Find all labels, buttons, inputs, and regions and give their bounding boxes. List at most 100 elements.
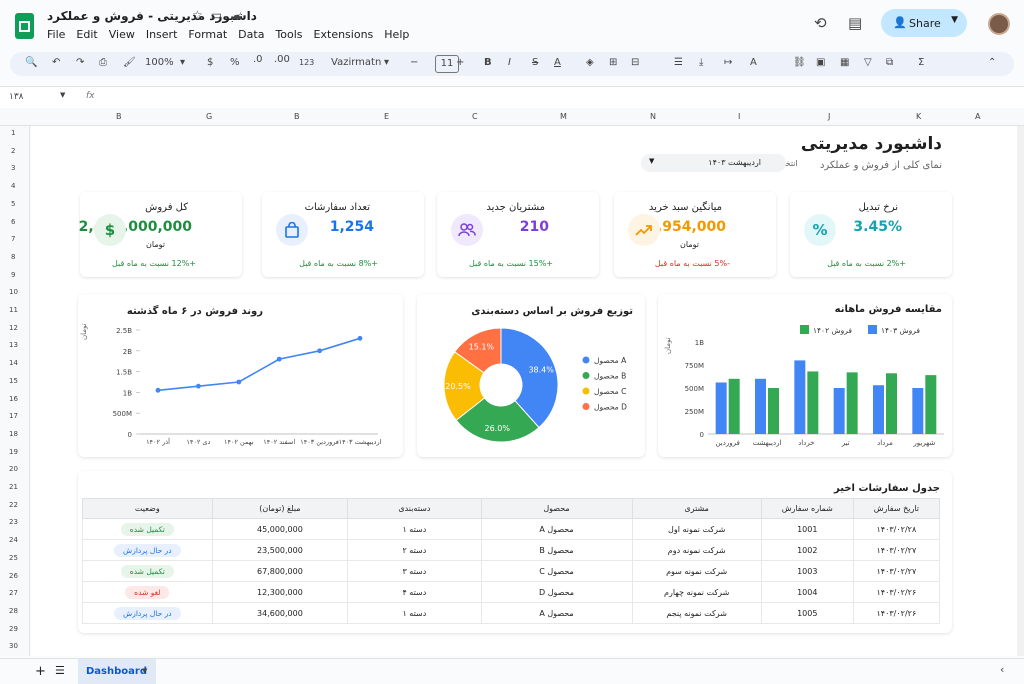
font-size-input[interactable]: 11 (435, 55, 459, 73)
percent-format-button[interactable]: % (230, 57, 240, 68)
bold-icon[interactable]: B (484, 57, 492, 68)
row-header[interactable]: 7 (11, 235, 16, 244)
row-header[interactable]: 22 (9, 500, 18, 509)
table-row[interactable]: ۱۴۰۳/۰۲/۲۷ 1002 شرکت نمونه دوم محصول B دسته … (82, 539, 941, 561)
all-sheets-icon[interactable]: ☰ (55, 664, 65, 677)
table-header-cell[interactable]: دسته‌بندی (347, 498, 482, 519)
table-cell[interactable]: 1001 (760, 518, 854, 540)
sheets-logo-icon[interactable] (15, 13, 34, 39)
column-header-a[interactable]: A (975, 112, 981, 121)
column-header-m[interactable]: M (560, 112, 567, 121)
document-title[interactable]: داشبورد مدیریتی - فروش و عملکرد (47, 9, 257, 23)
table-cell[interactable]: محصول D (480, 581, 633, 603)
undo-icon[interactable]: ↶ (52, 57, 61, 68)
table-row[interactable]: ۱۴۰۳/۰۲/۲۶ 1004 شرکت نمونه چهارم محصول D دست… (82, 581, 941, 603)
menu-item-edit[interactable]: Edit (76, 28, 98, 41)
share-dropdown-icon[interactable]: ▼ (951, 15, 958, 25)
menu-item-help[interactable]: Help (384, 28, 410, 41)
row-header[interactable]: 2 (11, 146, 16, 155)
row-header[interactable]: 10 (9, 288, 18, 297)
font-select[interactable]: Vazirmatn (331, 57, 382, 68)
row-header[interactable]: 21 (9, 483, 18, 491)
table-header-cell[interactable]: تاریخ سفارش (852, 498, 941, 519)
row-header[interactable]: 14 (9, 359, 18, 368)
select-all-corner[interactable] (0, 108, 30, 126)
vertical-align-icon[interactable]: ⤓ (699, 57, 704, 68)
share-button[interactable]: 👤 Share ▼ (881, 9, 967, 37)
column-header-j[interactable]: J (828, 112, 831, 121)
row-header[interactable]: 18 (9, 429, 18, 438)
merge-cells-icon[interactable]: ⊟ (631, 57, 640, 68)
table-cell[interactable]: 1003 (760, 560, 854, 582)
print-icon[interactable]: ⎙ (99, 57, 107, 68)
row-header[interactable]: 19 (9, 447, 18, 456)
name-box-dropdown-icon[interactable]: ▼ (60, 91, 66, 99)
column-header-b[interactable]: B (116, 112, 122, 121)
menu-item-view[interactable]: View (108, 28, 135, 41)
row-header[interactable]: 13 (9, 341, 18, 350)
table-row[interactable]: ۱۴۰۳/۰۲/۲۶ 1005 شرکت نمونه پنجم محصول A دسته… (82, 602, 941, 624)
row-header[interactable]: 9 (11, 270, 16, 279)
table-cell[interactable]: محصول B (480, 539, 633, 561)
table-cell[interactable]: محصول A (480, 602, 633, 624)
add-sheet-icon[interactable]: + (35, 664, 46, 679)
row-header[interactable]: 25 (9, 553, 18, 562)
decrease-decimal-button[interactable]: .0 (253, 54, 263, 65)
row-header[interactable]: 8 (11, 252, 16, 261)
table-header-cell[interactable]: مشتری (631, 498, 762, 519)
table-cell[interactable]: دسته ۱ (347, 518, 482, 540)
table-cell[interactable]: شرکت نمونه اول (631, 518, 762, 540)
comments-icon[interactable]: ▤ (848, 14, 863, 32)
row-header[interactable]: 20 (9, 465, 18, 474)
borders-icon[interactable]: ⊞ (609, 57, 618, 68)
sheet-tab-dropdown-icon[interactable]: ▼ (142, 667, 148, 675)
sheet-tab-dashboard[interactable]: Dashboard ▼ (78, 659, 156, 684)
column-header-g[interactable]: G (206, 112, 213, 121)
table-cell[interactable]: شرکت نمونه پنجم (631, 602, 762, 624)
horizontal-align-icon[interactable]: ☰ (674, 57, 683, 68)
table-header-cell[interactable]: شماره سفارش (760, 498, 854, 519)
table-cell[interactable]: دسته ۴ (347, 581, 482, 603)
menu-item-format[interactable]: Format (188, 28, 228, 41)
table-cell[interactable]: دسته ۲ (347, 539, 482, 561)
star-icon[interactable]: ☆ (192, 8, 211, 22)
period-select[interactable]: اردیبهشت ۱۴۰۳ ▼ (641, 154, 786, 172)
table-cell[interactable]: ۱۴۰۳/۰۲/۲۷ (852, 560, 941, 582)
table-cell[interactable]: 1005 (760, 602, 854, 624)
avatar[interactable] (988, 13, 1010, 35)
row-header[interactable]: 1 (11, 129, 16, 137)
text-wrap-icon[interactable]: ↦ (724, 57, 733, 68)
column-header-c[interactable]: C (472, 112, 478, 121)
menu-item-insert[interactable]: Insert (145, 28, 178, 41)
table-cell[interactable]: تکمیل شده (82, 518, 213, 540)
table-row[interactable]: ۱۴۰۳/۰۲/۲۸ 1001 شرکت نمونه اول محصول A دسته … (82, 518, 941, 540)
table-cell[interactable]: 1002 (760, 539, 854, 561)
text-color-icon[interactable]: A (554, 57, 561, 68)
fill-color-icon[interactable]: ◈ (586, 57, 594, 68)
filter-icon[interactable]: ▽ (864, 57, 872, 68)
increase-decimal-button[interactable]: .00 (274, 54, 290, 65)
italic-icon[interactable]: I (508, 57, 511, 68)
row-header[interactable]: 16 (9, 394, 18, 403)
row-header[interactable]: 11 (9, 306, 18, 314)
table-cell[interactable]: لغو شده (82, 581, 213, 603)
column-header-e[interactable]: E (384, 112, 390, 121)
row-header[interactable]: 4 (11, 182, 16, 191)
table-cell[interactable]: ۱۴۰۳/۰۲/۲۶ (852, 602, 941, 624)
table-cell[interactable]: ۱۴۰۳/۰۲/۲۸ (852, 518, 941, 540)
table-row[interactable]: ۱۴۰۳/۰۲/۲۷ 1003 شرکت نمونه سوم محصول C دسته … (82, 560, 941, 582)
table-header-cell[interactable]: وضعیت (82, 498, 213, 519)
row-header[interactable]: 23 (9, 518, 18, 527)
column-header-b[interactable]: B (294, 112, 300, 121)
insert-link-icon[interactable]: ⛓ (793, 57, 806, 68)
increase-font-size-icon[interactable]: + (456, 57, 465, 68)
column-header-k[interactable]: K (916, 112, 922, 121)
table-header-cell[interactable]: مبلغ (تومان) (211, 498, 349, 519)
row-header[interactable]: 17 (9, 412, 18, 421)
version-history-icon[interactable]: ⟲ (814, 14, 827, 32)
table-cell[interactable]: 23,500,000 (211, 539, 349, 561)
redo-icon[interactable]: ↷ (76, 57, 85, 68)
paint-format-icon[interactable]: 🖌 (123, 57, 136, 68)
filter-views-icon[interactable]: ⧉ (886, 57, 894, 68)
table-cell[interactable]: 67,800,000 (211, 560, 349, 582)
